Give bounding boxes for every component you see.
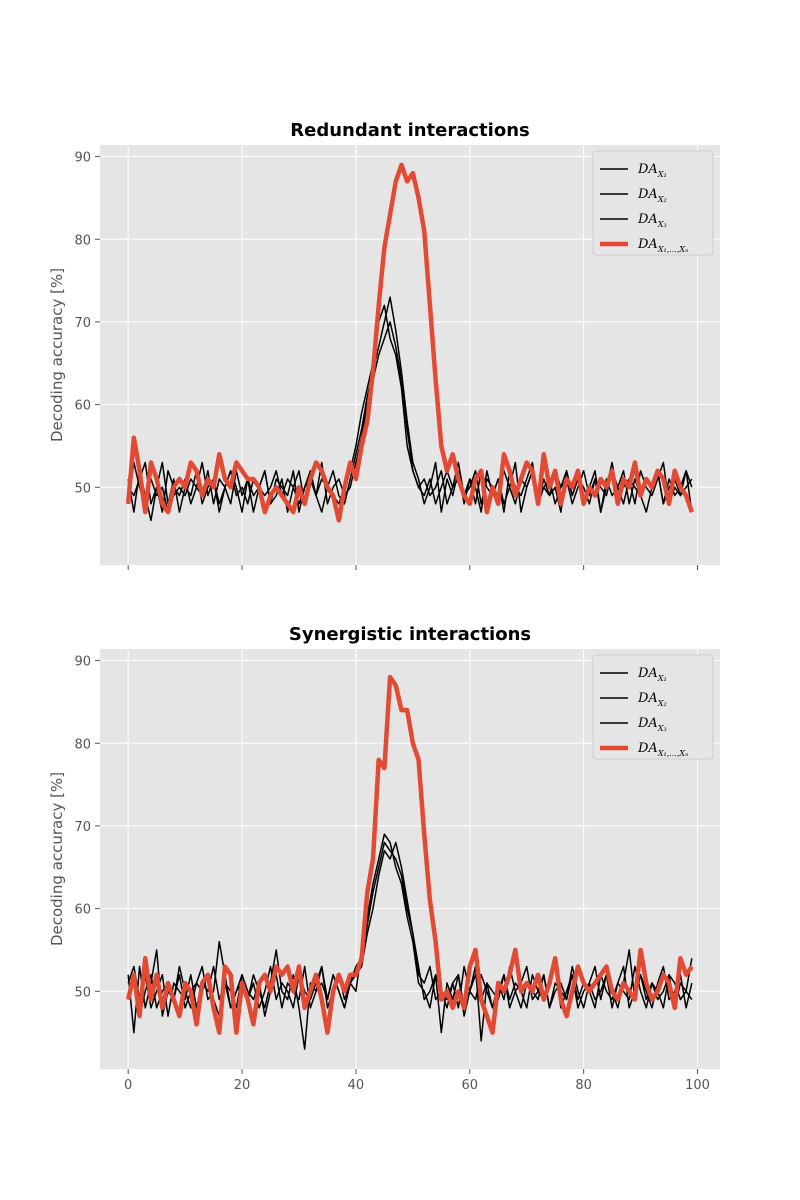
y-tick-label: 80	[74, 233, 91, 248]
y-tick-label: 70	[74, 316, 91, 331]
y-tick-label: 90	[74, 151, 91, 166]
y-tick-label: 90	[74, 655, 91, 670]
series-line-3	[125, 674, 694, 1035]
x-tick-label: 20	[234, 1078, 251, 1093]
y-tick-label: 50	[74, 481, 91, 496]
chart-redundant-interactions: 50 60 70 80 90 Redundant interactions Decoding…	[48, 120, 720, 570]
series-line-3	[125, 162, 694, 523]
x-tick-label: 100	[685, 1078, 710, 1093]
y-tick-label: 50	[74, 985, 91, 1000]
y-axis-label: Decoding accuracy [%]	[48, 772, 66, 946]
chart-title: Synergistic interactions	[289, 624, 531, 645]
y-tick-label: 80	[74, 737, 91, 752]
x-tick-label: 0	[124, 1078, 132, 1093]
x-tick-label: 40	[348, 1078, 365, 1093]
legend-box	[592, 150, 714, 256]
series-line-2	[127, 321, 693, 513]
y-tick-label: 60	[74, 903, 91, 918]
y-tick-label: 70	[74, 820, 91, 835]
chart-title: Redundant interactions	[290, 120, 529, 141]
chart-synergistic-interactions: 0 20 40 60 80 100 50 60 70 80 90 Synergistic intera…	[48, 624, 720, 1093]
x-tick-label: 80	[575, 1078, 592, 1093]
y-tick-label: 60	[74, 399, 91, 414]
x-tick-label: 60	[462, 1078, 479, 1093]
legend-box	[592, 654, 714, 760]
y-axis-label: Decoding accuracy [%]	[48, 268, 66, 442]
